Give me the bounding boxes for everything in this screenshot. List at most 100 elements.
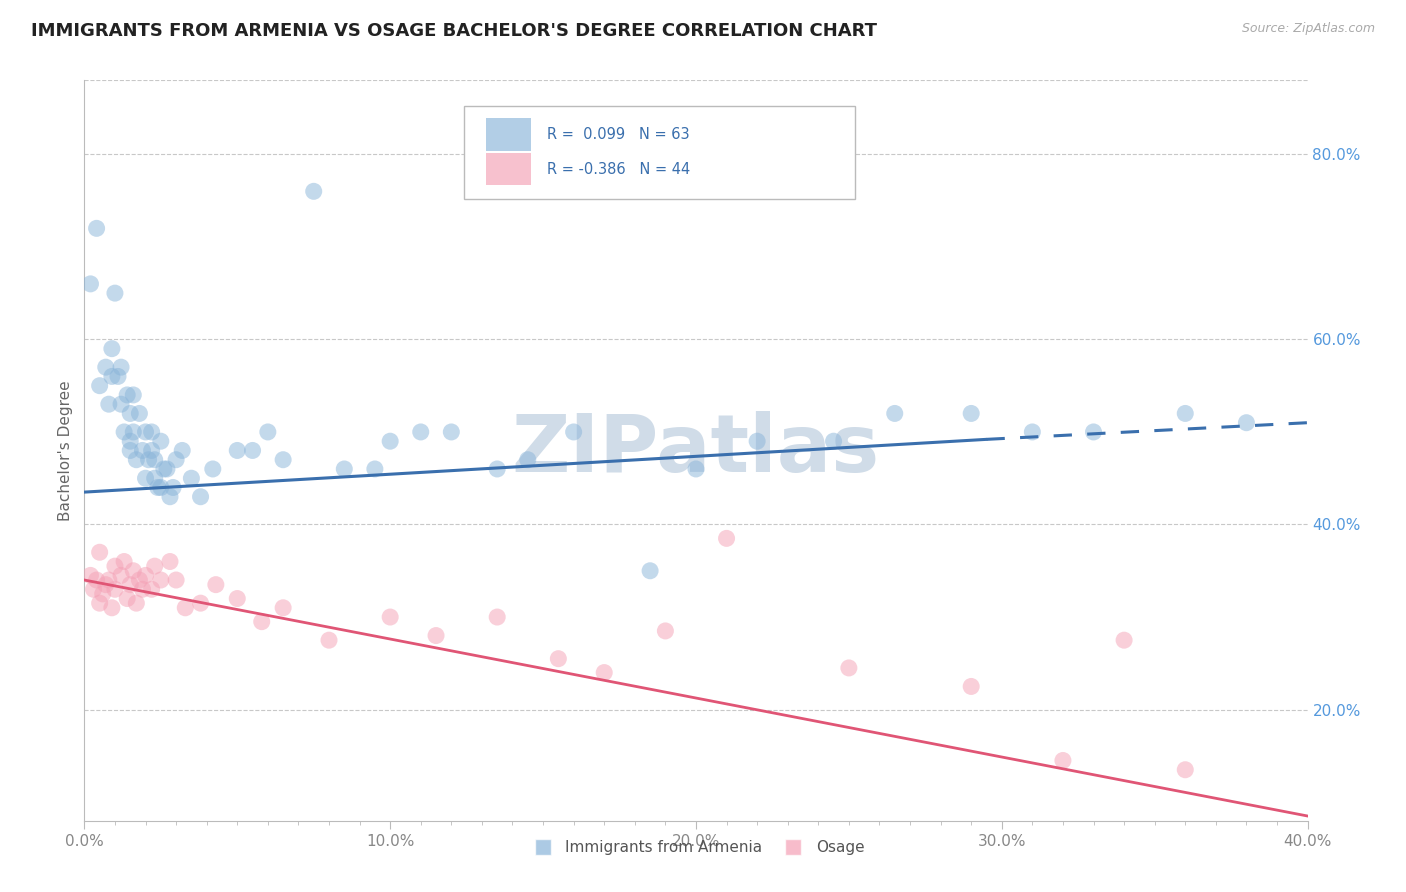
Point <box>122 425 145 439</box>
Text: R =  0.099   N = 63: R = 0.099 N = 63 <box>547 127 689 142</box>
Point <box>1236 416 1258 430</box>
Point <box>162 480 184 494</box>
Point <box>115 388 138 402</box>
Point <box>97 573 120 587</box>
Point <box>165 573 187 587</box>
Point <box>97 397 120 411</box>
Point <box>79 277 101 291</box>
Point <box>120 407 142 421</box>
Point <box>104 559 127 574</box>
Point <box>302 184 325 198</box>
Point <box>547 651 569 665</box>
FancyBboxPatch shape <box>464 106 855 199</box>
Point <box>146 480 169 494</box>
Point <box>1174 407 1197 421</box>
Point <box>201 462 224 476</box>
Point <box>115 591 138 606</box>
Point <box>83 582 105 597</box>
Point <box>101 342 124 356</box>
Point <box>440 425 463 439</box>
Point <box>364 462 387 476</box>
Point <box>110 397 132 411</box>
Point <box>180 471 202 485</box>
Point <box>141 582 163 597</box>
Point <box>1114 633 1136 648</box>
Point <box>143 452 166 467</box>
Point <box>153 462 176 476</box>
Point <box>165 452 187 467</box>
Point <box>486 462 509 476</box>
Point <box>960 407 983 421</box>
Point <box>685 462 707 476</box>
Point <box>135 568 157 582</box>
Point <box>149 480 172 494</box>
Point <box>654 624 676 638</box>
Point <box>638 564 661 578</box>
Text: R = -0.386   N = 44: R = -0.386 N = 44 <box>547 161 690 177</box>
Point <box>380 610 402 624</box>
Point <box>141 443 163 458</box>
Point <box>131 443 153 458</box>
Point <box>125 596 148 610</box>
Point <box>562 425 585 439</box>
Point <box>128 407 150 421</box>
Point <box>110 360 132 375</box>
FancyBboxPatch shape <box>485 118 531 151</box>
Point <box>838 661 860 675</box>
Point <box>143 559 166 574</box>
Point <box>159 490 181 504</box>
Point <box>112 555 135 569</box>
Point <box>172 443 194 458</box>
Point <box>716 532 738 546</box>
Point <box>1083 425 1105 439</box>
Point <box>79 568 101 582</box>
Point <box>89 545 111 559</box>
FancyBboxPatch shape <box>485 153 531 186</box>
Point <box>128 573 150 587</box>
Point <box>131 582 153 597</box>
Point <box>104 582 127 597</box>
Point <box>1174 763 1197 777</box>
Point <box>823 434 845 449</box>
Point <box>1052 754 1074 768</box>
Point <box>86 573 108 587</box>
Point <box>333 462 356 476</box>
Point <box>104 286 127 301</box>
Point <box>94 577 117 591</box>
Point <box>409 425 432 439</box>
Point <box>486 610 509 624</box>
Text: ZIPatlas: ZIPatlas <box>512 411 880 490</box>
Point <box>110 568 132 582</box>
Point <box>125 452 148 467</box>
Point <box>120 434 142 449</box>
Point <box>122 388 145 402</box>
Point <box>120 577 142 591</box>
Point <box>190 596 212 610</box>
Point <box>94 360 117 375</box>
Point <box>318 633 340 648</box>
Point <box>242 443 264 458</box>
Point <box>425 628 447 642</box>
Point <box>271 600 294 615</box>
Point <box>516 452 538 467</box>
Point <box>250 615 273 629</box>
Point <box>960 680 983 694</box>
Point <box>135 425 157 439</box>
Point <box>101 369 124 384</box>
Point <box>226 591 249 606</box>
Point <box>138 452 160 467</box>
Point <box>257 425 280 439</box>
Point <box>156 462 179 476</box>
Point <box>101 600 124 615</box>
Point <box>112 425 135 439</box>
Point <box>271 452 294 467</box>
Point <box>159 555 181 569</box>
Text: Source: ZipAtlas.com: Source: ZipAtlas.com <box>1241 22 1375 36</box>
Point <box>883 407 905 421</box>
Point <box>190 490 212 504</box>
Point <box>143 471 166 485</box>
Y-axis label: Bachelor's Degree: Bachelor's Degree <box>58 380 73 521</box>
Point <box>107 369 129 384</box>
Point <box>205 577 228 591</box>
Point <box>593 665 616 680</box>
